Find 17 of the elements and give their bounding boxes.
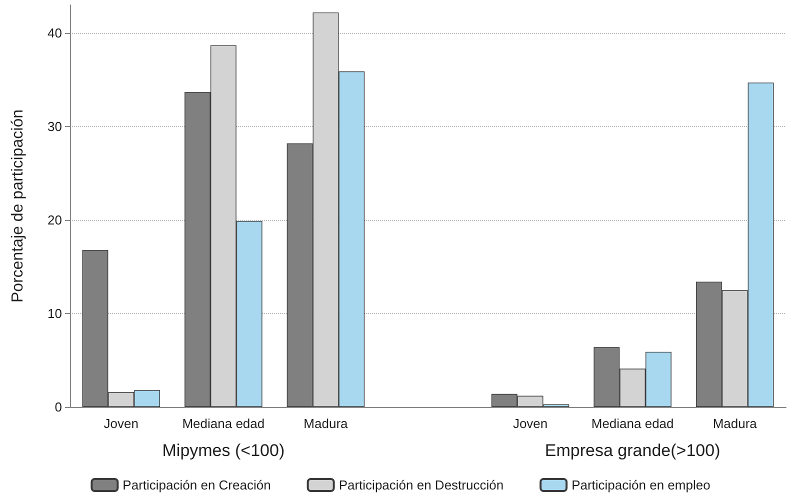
text: Mipymes (<100): [162, 441, 285, 460]
y-axis-title: Porcentaje de participación: [10, 109, 26, 303]
legend-label: Participación en Creación: [122, 478, 271, 492]
x-tick-label: Madura: [712, 416, 758, 431]
x-tick-label: Mediana edad: [182, 416, 265, 431]
legend-label: Participación en Destrucción: [338, 478, 504, 492]
x-tick-label: Joven: [512, 416, 548, 431]
legend-label: Participación en empleo: [572, 478, 710, 492]
y-tick-label: 30: [48, 119, 62, 134]
x-tick-label: Mediana edad: [591, 416, 674, 431]
x-tick-label: Madura: [304, 416, 349, 431]
y-tick-label: 20: [48, 212, 62, 228]
text: Empresa grande(>100): [544, 441, 720, 460]
y-tick-label: 40: [48, 26, 62, 41]
x-tick-label: Joven: [104, 416, 138, 431]
y-tick-label: 0: [54, 400, 62, 414]
y-tick-label: 10: [48, 306, 62, 322]
